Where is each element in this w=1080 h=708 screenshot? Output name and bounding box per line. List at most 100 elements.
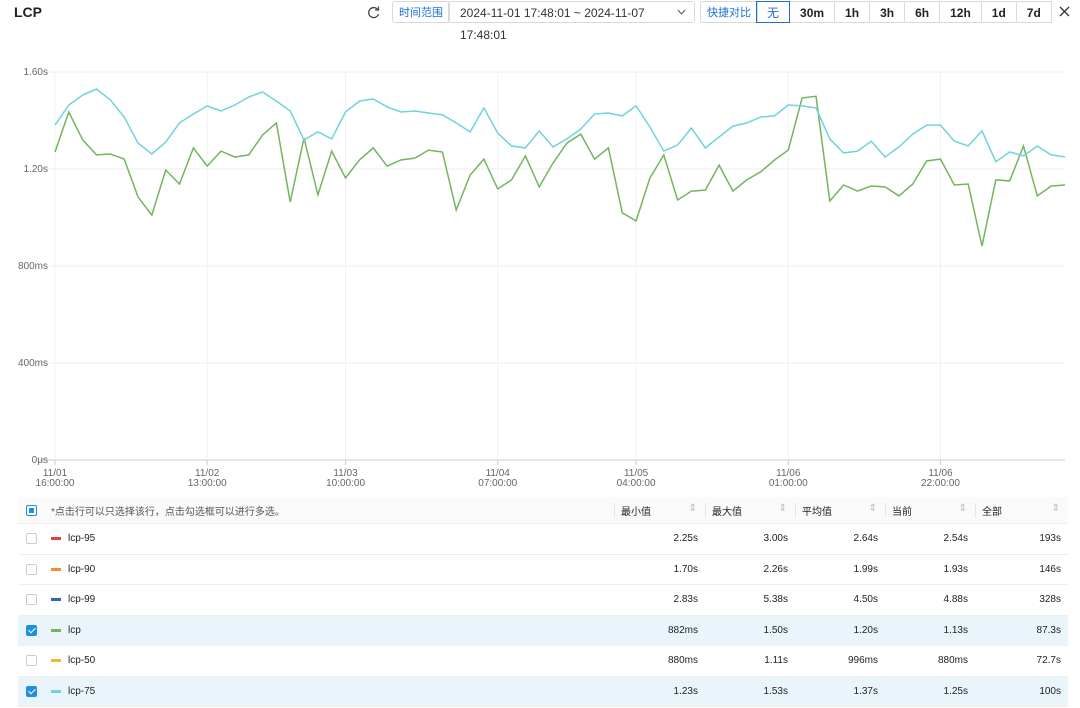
compare-button[interactable]: 快捷对比 bbox=[700, 1, 758, 23]
table-row[interactable]: lcp 882ms 1.50s 1.20s 1.13s 87.3s bbox=[18, 615, 1068, 646]
table-cell: 1.70s bbox=[673, 563, 698, 575]
table-row[interactable]: lcp-95 2.25s 3.00s 2.64s 2.54s 193s bbox=[18, 524, 1068, 555]
table-cell: 146s bbox=[1039, 563, 1061, 575]
series-name: lcp-90 bbox=[68, 563, 96, 575]
quick-option[interactable]: 6h bbox=[904, 1, 941, 23]
legend-table: *点击行可以只选择该行，点击勾选框可以进行多选。 最小值最大值平均值当前全部 lc… bbox=[18, 497, 1068, 707]
table-cell: 1.93s bbox=[943, 563, 968, 575]
series-line bbox=[54, 95, 1066, 247]
row-label: lcp-50 bbox=[18, 655, 614, 667]
chart: 0μs 400ms 800ms 1.20s 1.60s 11/01 16:00:00 11/0… bbox=[18, 67, 1066, 489]
table-cell: 880ms bbox=[937, 655, 968, 667]
table-row[interactable]: lcp-99 2.83s 5.38s 4.50s 4.88s 328s bbox=[18, 585, 1068, 616]
table-cell: 4.50s bbox=[853, 594, 878, 606]
column-header[interactable]: 平均值 bbox=[795, 502, 885, 518]
color-swatch bbox=[51, 689, 61, 693]
column-header[interactable]: 当前 bbox=[885, 502, 975, 518]
table-cell: 4.88s bbox=[943, 594, 968, 606]
table-row[interactable]: lcp-50 880ms 1.11s 996ms 880ms 72.7s bbox=[18, 646, 1068, 677]
x-tick-label: 11/05 04:00:00 bbox=[617, 468, 656, 489]
table-note: *点击行可以只选择该行，点击勾选框可以进行多选。 bbox=[51, 506, 285, 518]
select-all[interactable] bbox=[26, 504, 37, 516]
table-cell: 1.99s bbox=[853, 563, 878, 575]
table-cell: 996ms bbox=[847, 655, 878, 667]
chevron bbox=[677, 9, 686, 15]
table-cell: 2.83s bbox=[673, 594, 698, 606]
table-cell: 1.53s bbox=[763, 685, 788, 697]
quick-option[interactable]: 无 bbox=[756, 1, 791, 23]
quick-option[interactable]: 7d bbox=[1015, 1, 1052, 23]
row-label: lcp-95 bbox=[18, 533, 614, 545]
table-cell: 328s bbox=[1039, 594, 1061, 606]
y-tick-label: 0μs bbox=[32, 455, 48, 466]
series-line bbox=[54, 88, 1066, 163]
color-swatch bbox=[51, 537, 61, 541]
x-tick-label: 11/01 16:00:00 bbox=[36, 468, 75, 489]
table-header: *点击行可以只选择该行，点击勾选框可以进行多选。 最小值最大值平均值当前全部 bbox=[18, 497, 1068, 524]
table-cell: 72.7s bbox=[1036, 655, 1061, 667]
x-tick-label: 11/06 22:00:00 bbox=[921, 468, 960, 489]
checkbox[interactable] bbox=[26, 624, 37, 636]
table-cell: 2.25s bbox=[673, 533, 698, 545]
series-name: lcp-95 bbox=[68, 533, 96, 545]
y-tick-label: 800ms bbox=[18, 261, 48, 272]
checkbox[interactable] bbox=[26, 594, 37, 606]
close-icon[interactable] bbox=[1059, 6, 1070, 17]
table-cell: 1.13s bbox=[943, 624, 968, 636]
table-cell: 1.37s bbox=[853, 685, 878, 697]
table-cell: 1.23s bbox=[673, 685, 698, 697]
checkbox[interactable] bbox=[26, 563, 37, 575]
x-tick-label: 11/03 10:00:00 bbox=[326, 468, 365, 489]
quick-option[interactable]: 30m bbox=[789, 1, 836, 23]
color-swatch bbox=[51, 567, 61, 571]
row-label: lcp-75 bbox=[18, 685, 614, 697]
time-range-text: 2024-11-01 17:48:01 ~ 2024-11-07 17:48:0… bbox=[460, 6, 645, 42]
table-row[interactable]: lcp-75 1.23s 1.53s 1.37s 1.25s 100s bbox=[18, 676, 1068, 707]
column-header[interactable]: 全部 bbox=[975, 502, 1068, 518]
quick-option[interactable]: 3h bbox=[869, 1, 906, 23]
checkbox[interactable] bbox=[26, 533, 37, 545]
table-cell: 87.3s bbox=[1036, 624, 1061, 636]
page-title: LCP bbox=[14, 4, 42, 20]
color-swatch bbox=[51, 598, 61, 602]
table-cell: 1.20s bbox=[853, 624, 878, 636]
series-name: lcp-75 bbox=[68, 685, 96, 697]
table-cell: 880ms bbox=[667, 655, 698, 667]
quick-option[interactable]: 1d bbox=[980, 1, 1017, 23]
table-cell: 2.26s bbox=[763, 563, 788, 575]
x-tick-label: 11/02 13:00:00 bbox=[188, 468, 227, 489]
x-tick-label: 11/06 01:00:00 bbox=[769, 468, 808, 489]
row-label: lcp-90 bbox=[18, 563, 614, 575]
row-label: lcp bbox=[18, 624, 614, 636]
table-cell: 1.50s bbox=[763, 624, 788, 636]
color-swatch bbox=[51, 659, 61, 663]
table-cell: 100s bbox=[1039, 685, 1061, 697]
time-range-picker[interactable]: 2024-11-01 17:48:01 ~ 2024-11-07 17:48:0… bbox=[448, 1, 695, 42]
row-label: lcp-99 bbox=[18, 594, 614, 606]
quick-option[interactable]: 12h bbox=[939, 1, 982, 23]
y-tick-label: 1.20s bbox=[24, 164, 48, 175]
y-tick-label: 400ms bbox=[18, 358, 48, 369]
quick-options: 无 30m 1h 3h 6h 12h 1d 7d bbox=[756, 1, 1052, 23]
table-cell: 2.54s bbox=[943, 533, 968, 545]
x-tick-label: 11/04 07:00:00 bbox=[478, 468, 517, 489]
column-header[interactable]: 最大值 bbox=[705, 502, 795, 518]
table-cell: 882ms bbox=[667, 624, 698, 636]
table-cell: 5.38s bbox=[763, 594, 788, 606]
refresh-icon[interactable] bbox=[367, 5, 381, 19]
checkbox[interactable] bbox=[26, 685, 37, 697]
table-row[interactable]: lcp-90 1.70s 2.26s 1.99s 1.93s 146s bbox=[18, 555, 1068, 585]
checkbox[interactable] bbox=[26, 655, 37, 667]
table-cell: 2.64s bbox=[853, 533, 878, 545]
time-range-button[interactable]: 时间范围 bbox=[392, 1, 450, 23]
table-cell: 1.11s bbox=[764, 655, 788, 667]
series-name: lcp-50 bbox=[68, 655, 96, 667]
series-name: lcp-99 bbox=[68, 594, 96, 606]
series-name: lcp bbox=[68, 624, 81, 636]
quick-option[interactable]: 1h bbox=[834, 1, 871, 23]
table-cell: 1.25s bbox=[943, 685, 968, 697]
color-swatch bbox=[51, 628, 61, 632]
column-header[interactable]: 最小值 bbox=[614, 502, 705, 518]
table-cell: 193s bbox=[1039, 533, 1061, 545]
